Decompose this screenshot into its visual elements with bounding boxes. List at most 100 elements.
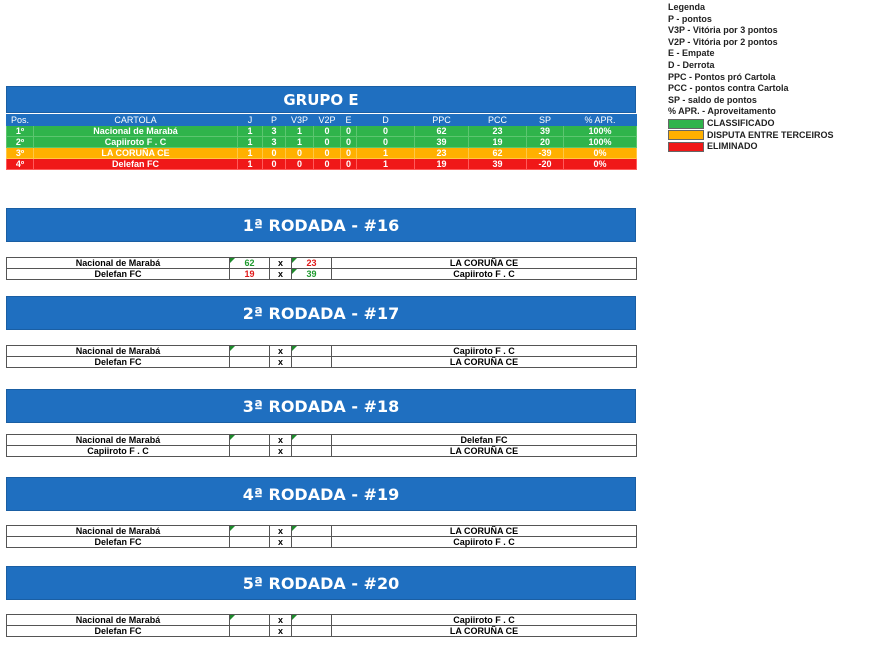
cell: 0 <box>313 125 341 137</box>
col-header: D <box>356 114 415 126</box>
cell: -39 <box>526 147 564 159</box>
cell: 0% <box>563 158 637 170</box>
versus: x <box>269 525 292 537</box>
home-team: Delefan FC <box>6 268 230 280</box>
home-score[interactable] <box>229 356 270 368</box>
match-row: Delefan FC x Capiiroto F . C <box>6 536 637 548</box>
round-2-matches: Nacional de Marabá x Capiiroto F . C Del… <box>6 345 637 368</box>
home-score[interactable] <box>229 445 270 457</box>
round-3-title: 3ª RODADA - #18 <box>6 389 636 423</box>
cell: Delefan FC <box>33 158 238 170</box>
legend-item: D - Derrota <box>668 59 715 70</box>
legend-item: P - pontos <box>668 13 712 24</box>
legend-status-dispute: DISPUTA ENTRE TERCEIROS <box>668 130 834 142</box>
match-row: Nacional de Marabá x Delefan FC <box>6 434 637 446</box>
away-team: LA CORUÑA CE <box>331 525 637 537</box>
cell: 0% <box>563 147 637 159</box>
col-header: P <box>262 114 286 126</box>
away-team: Capiiroto F . C <box>331 345 637 357</box>
home-score[interactable]: 62 <box>229 257 270 269</box>
cell-marker-icon <box>292 346 297 351</box>
cell: 0 <box>285 158 314 170</box>
table-row: 4º Delefan FC 1 0 0 0 0 1 19 39 -20 0% <box>6 158 637 170</box>
cell-marker-icon <box>230 526 235 531</box>
cell: Nacional de Marabá <box>33 125 238 137</box>
cell: 0 <box>262 158 286 170</box>
cell: 100% <box>563 136 637 148</box>
legend-status-eliminated: ELIMINADO <box>668 141 834 153</box>
away-score[interactable] <box>291 625 332 637</box>
home-team: Capiiroto F . C <box>6 445 230 457</box>
away-team: LA CORUÑA CE <box>331 356 637 368</box>
cell: 0 <box>340 136 357 148</box>
home-score[interactable] <box>229 345 270 357</box>
home-score[interactable] <box>229 434 270 446</box>
legend-status-label: CLASSIFICADO <box>707 117 775 128</box>
match-row: Delefan FC x LA CORUÑA CE <box>6 356 637 368</box>
cell: 0 <box>356 125 415 137</box>
home-score[interactable]: 19 <box>229 268 270 280</box>
legend-item: E - Empate <box>668 48 715 59</box>
orange-swatch <box>668 130 704 141</box>
away-score[interactable] <box>291 434 332 446</box>
cell: 23 <box>414 147 469 159</box>
standings-table: Pos. CARTOLA J P V3P V2P E D PPC PCC SP … <box>6 114 637 170</box>
away-score[interactable]: 39 <box>291 268 332 280</box>
match-row: Capiiroto F . C x LA CORUÑA CE <box>6 445 637 457</box>
match-row: Delefan FC 19 x 39 Capiiroto F . C <box>6 268 637 280</box>
red-swatch <box>668 141 704 152</box>
home-score[interactable] <box>229 614 270 626</box>
cell: 19 <box>468 136 527 148</box>
home-team: Delefan FC <box>6 356 230 368</box>
versus: x <box>269 445 292 457</box>
home-score[interactable] <box>229 536 270 548</box>
cell: 0 <box>340 147 357 159</box>
table-row: 2º Capiiroto F . C 1 3 1 0 0 0 39 19 20 … <box>6 136 637 148</box>
versus: x <box>269 257 292 269</box>
cell: 39 <box>414 136 469 148</box>
away-team: LA CORUÑA CE <box>331 445 637 457</box>
legend-status-label: DISPUTA ENTRE TERCEIROS <box>707 129 834 140</box>
cell: 4º <box>6 158 34 170</box>
round-4-matches: Nacional de Marabá x LA CORUÑA CE Delefa… <box>6 525 637 548</box>
col-header: Pos. <box>6 114 34 126</box>
cell: 1 <box>237 136 263 148</box>
cell-marker-icon <box>230 615 235 620</box>
away-score[interactable] <box>291 356 332 368</box>
green-swatch <box>668 118 704 129</box>
cell: Capiiroto F . C <box>33 136 238 148</box>
legend-item: PCC - pontos contra Cartola <box>668 83 789 94</box>
cell: 0 <box>285 147 314 159</box>
cell: 1 <box>356 158 415 170</box>
away-score[interactable] <box>291 445 332 457</box>
cell-marker-icon <box>292 526 297 531</box>
match-row: Nacional de Marabá x LA CORUÑA CE <box>6 525 637 537</box>
col-header: PPC <box>414 114 469 126</box>
cell-marker-icon <box>230 258 235 263</box>
away-score[interactable] <box>291 525 332 537</box>
cell: 3º <box>6 147 34 159</box>
home-score[interactable] <box>229 625 270 637</box>
legend-status-label: ELIMINADO <box>707 141 758 152</box>
legend-item: V3P - Vitória por 3 pontos <box>668 25 778 36</box>
round-1-title: 1ª RODADA - #16 <box>6 208 636 242</box>
legend-title: Legenda <box>668 2 706 12</box>
versus: x <box>269 625 292 637</box>
away-score[interactable]: 23 <box>291 257 332 269</box>
away-score[interactable] <box>291 345 332 357</box>
away-score[interactable] <box>291 536 332 548</box>
home-team: Nacional de Marabá <box>6 614 230 626</box>
home-team: Delefan FC <box>6 536 230 548</box>
cell-marker-icon <box>230 346 235 351</box>
match-row: Nacional de Marabá x Capiiroto F . C <box>6 614 637 626</box>
round-3-matches: Nacional de Marabá x Delefan FC Capiirot… <box>6 434 637 457</box>
cell: 1º <box>6 125 34 137</box>
cell: 0 <box>313 147 341 159</box>
cell-marker-icon <box>292 269 297 274</box>
away-score[interactable] <box>291 614 332 626</box>
match-row: Nacional de Marabá x Capiiroto F . C <box>6 345 637 357</box>
cell: 2º <box>6 136 34 148</box>
home-score[interactable] <box>229 525 270 537</box>
home-team: Nacional de Marabá <box>6 257 230 269</box>
round-5-matches: Nacional de Marabá x Capiiroto F . C Del… <box>6 614 637 637</box>
